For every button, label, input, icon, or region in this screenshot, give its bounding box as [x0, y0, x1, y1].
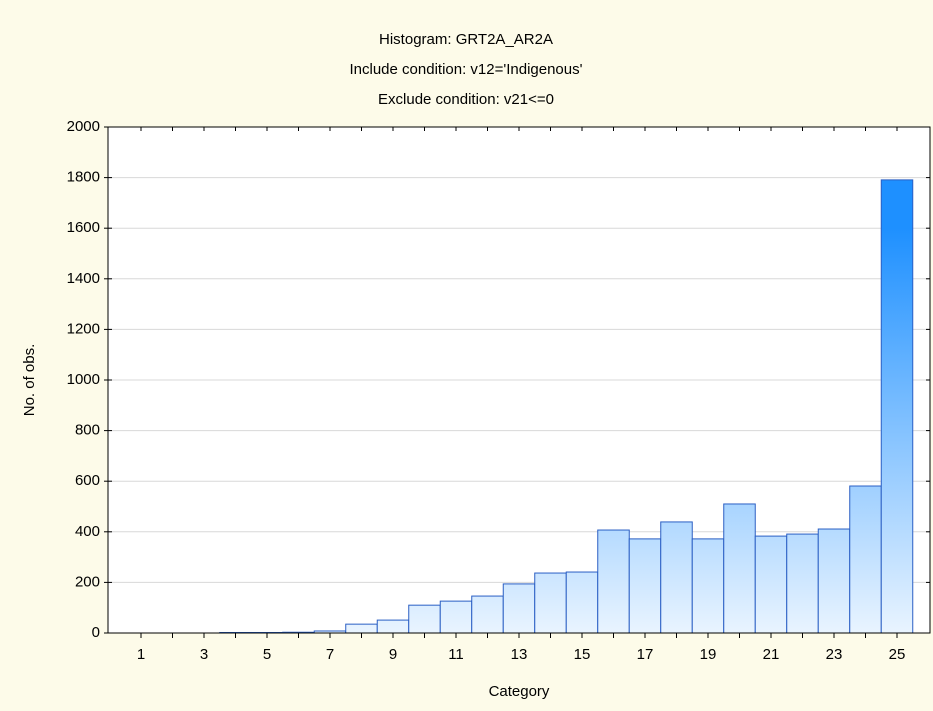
x-tick-label: 9 — [389, 646, 397, 663]
chart-title: Histogram: GRT2A_AR2A — [379, 31, 553, 48]
bar — [345, 623, 378, 634]
x-tick-label: 23 — [826, 646, 843, 663]
bar — [534, 572, 567, 634]
bar — [817, 528, 851, 634]
chart-subtitle: Include condition: v12='Indigenous' — [350, 61, 583, 78]
y-tick-label: 0 — [92, 624, 100, 641]
bar — [565, 571, 599, 634]
y-tick-label: 200 — [75, 573, 100, 590]
bar — [880, 179, 914, 634]
x-tick-label: 21 — [763, 646, 780, 663]
y-tick-label: 400 — [75, 523, 100, 540]
y-tick-label: 1800 — [67, 169, 100, 186]
x-axis-label: Category — [489, 683, 550, 700]
bar — [723, 503, 756, 634]
bar — [660, 521, 693, 634]
y-tick-label: 800 — [75, 422, 100, 439]
y-tick-label: 1200 — [67, 320, 100, 337]
bar — [376, 619, 410, 634]
y-axis-label: No. of obs. — [21, 344, 38, 417]
bar — [471, 595, 504, 634]
bar — [439, 600, 473, 634]
y-tick-label: 1400 — [67, 270, 100, 287]
y-tick-label: 1000 — [67, 371, 100, 388]
bar — [691, 538, 725, 634]
chart-subtitle: Exclude condition: v21<=0 — [378, 91, 554, 108]
bar — [754, 535, 788, 634]
x-tick-label: 7 — [326, 646, 334, 663]
x-tick-label: 17 — [637, 646, 654, 663]
bar — [849, 485, 882, 634]
bar — [628, 538, 662, 634]
x-tick-label: 3 — [200, 646, 208, 663]
y-tick-label: 1600 — [67, 219, 100, 236]
bar — [502, 583, 536, 634]
x-tick-label: 1 — [137, 646, 145, 663]
x-tick-label: 19 — [700, 646, 717, 663]
x-tick-label: 11 — [448, 646, 464, 663]
bar — [597, 529, 630, 634]
y-tick-label: 2000 — [67, 118, 100, 135]
x-tick-label: 13 — [511, 646, 528, 663]
x-tick-label: 15 — [574, 646, 591, 663]
bar — [408, 604, 441, 634]
x-tick-label: 5 — [263, 646, 271, 663]
y-tick-label: 600 — [75, 472, 100, 489]
bar — [786, 533, 819, 634]
x-tick-label: 25 — [889, 646, 906, 663]
